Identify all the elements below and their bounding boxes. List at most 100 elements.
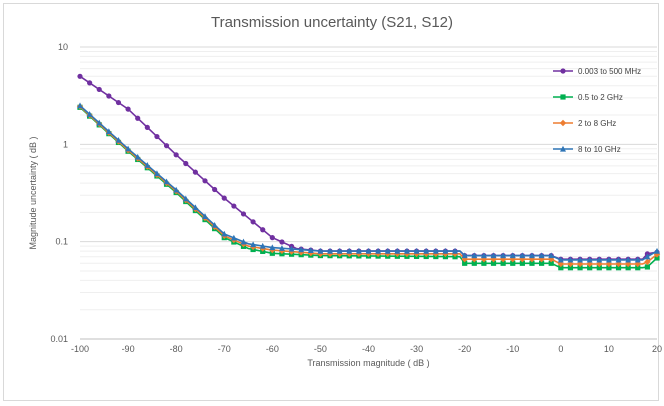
- data-point-8-to-10-ghz: [509, 252, 516, 259]
- data-point-8-to-10-ghz: [298, 246, 305, 253]
- x-tick-label: -100: [71, 344, 89, 354]
- x-tick-label: 10: [604, 344, 614, 354]
- legend-label-8-to-10-ghz: 8 to 10 GHz: [578, 145, 621, 154]
- data-point-0-5-to-2-ghz: [596, 265, 602, 271]
- data-point-8-to-10-ghz: [278, 245, 285, 251]
- y-tick-label: 0.01: [50, 334, 68, 344]
- y-axis-title: Magnitude uncertainty ( dB ): [28, 136, 38, 249]
- data-point-8-to-10-ghz: [548, 252, 555, 259]
- x-axis-title: Transmission magnitude ( dB ): [307, 358, 429, 368]
- data-point-8-to-10-ghz: [269, 244, 276, 251]
- data-point-8-to-10-ghz: [173, 186, 180, 193]
- x-tick-label: 20: [652, 344, 662, 354]
- data-point-8-to-10-ghz: [432, 247, 439, 254]
- data-point-8-to-10-ghz: [557, 256, 564, 263]
- data-point-0-003-to-500-mhz: [260, 227, 266, 233]
- data-point-8-to-10-ghz: [327, 247, 334, 254]
- data-point-8-to-10-ghz: [654, 247, 660, 254]
- data-point-8-to-10-ghz: [365, 247, 372, 254]
- legend-label-0-5-to-2-ghz: 0.5 to 2 GHz: [578, 93, 623, 102]
- data-point-0-003-to-500-mhz: [154, 133, 160, 140]
- series-line-0-003-to-500-mhz: [79, 75, 658, 260]
- y-tick-label: 10: [58, 42, 68, 52]
- data-point-8-to-10-ghz: [288, 245, 295, 252]
- data-point-0-5-to-2-ghz: [510, 260, 516, 266]
- series-line-0-5-to-2-ghz: [79, 106, 658, 269]
- data-point-2-to-8-ghz: [644, 258, 651, 266]
- data-point-8-to-10-ghz: [307, 247, 314, 253]
- legend-marker-0-5-to-2-ghz: [560, 94, 566, 100]
- x-tick-label: -30: [410, 344, 423, 354]
- data-point-0-003-to-500-mhz: [115, 99, 122, 106]
- data-point-8-to-10-ghz: [317, 247, 324, 254]
- data-point-8-to-10-ghz: [163, 178, 170, 185]
- data-point-0-003-to-500-mhz: [192, 169, 198, 175]
- x-tick-label: -60: [266, 344, 279, 354]
- data-point-8-to-10-ghz: [490, 252, 497, 259]
- data-point-0-5-to-2-ghz: [481, 260, 487, 266]
- x-tick-label: -20: [458, 344, 471, 354]
- x-tick-label: 0: [558, 344, 563, 354]
- data-point-0-003-to-500-mhz: [202, 178, 208, 184]
- data-point-0-5-to-2-ghz: [606, 265, 612, 271]
- data-point-8-to-10-ghz: [346, 247, 353, 254]
- x-tick-label: -70: [218, 344, 231, 354]
- data-point-8-to-10-ghz: [355, 247, 362, 254]
- data-point-8-to-10-ghz: [375, 247, 382, 254]
- data-point-8-to-10-ghz: [538, 252, 545, 259]
- data-point-0-5-to-2-ghz: [462, 260, 468, 266]
- data-point-8-to-10-ghz: [221, 230, 228, 237]
- chart-title: Transmission uncertainty (S21, S12): [210, 14, 454, 31]
- data-point-8-to-10-ghz: [500, 252, 507, 259]
- data-point-0-003-to-500-mhz: [135, 115, 141, 121]
- data-point-8-to-10-ghz: [519, 252, 526, 259]
- data-point-0-003-to-500-mhz: [125, 106, 131, 112]
- data-point-8-to-10-ghz: [403, 247, 410, 254]
- data-point-8-to-10-ghz: [134, 153, 141, 160]
- data-point-0-003-to-500-mhz: [144, 124, 150, 131]
- data-point-0-003-to-500-mhz: [231, 203, 237, 209]
- legend-marker-2-to-8-ghz: [559, 119, 567, 127]
- data-point-0-5-to-2-ghz: [587, 265, 593, 271]
- data-point-0-5-to-2-ghz: [577, 265, 583, 271]
- data-point-8-to-10-ghz: [452, 247, 459, 254]
- data-point-0-003-to-500-mhz: [212, 186, 218, 193]
- data-point-0-003-to-500-mhz: [240, 211, 247, 217]
- data-point-8-to-10-ghz: [625, 256, 632, 263]
- data-point-8-to-10-ghz: [442, 247, 449, 254]
- data-point-0-5-to-2-ghz: [500, 260, 506, 266]
- data-point-8-to-10-ghz: [577, 256, 584, 263]
- data-point-0-5-to-2-ghz: [654, 255, 660, 261]
- data-point-2-to-8-ghz: [596, 260, 603, 268]
- data-point-0-003-to-500-mhz: [279, 239, 285, 245]
- data-point-8-to-10-ghz: [259, 242, 266, 249]
- data-point-8-to-10-ghz: [115, 136, 122, 143]
- data-point-0-003-to-500-mhz: [163, 143, 170, 149]
- data-point-8-to-10-ghz: [394, 247, 401, 254]
- data-point-8-to-10-ghz: [413, 247, 420, 254]
- data-point-0-5-to-2-ghz: [548, 260, 554, 266]
- data-point-8-to-10-ghz: [144, 162, 151, 168]
- data-point-8-to-10-ghz: [336, 247, 343, 254]
- data-point-0-5-to-2-ghz: [529, 260, 535, 266]
- data-point-8-to-10-ghz: [586, 256, 593, 263]
- chart-frame: [3, 3, 659, 401]
- data-point-0-003-to-500-mhz: [77, 73, 83, 79]
- data-point-8-to-10-ghz: [461, 252, 468, 259]
- data-point-0-003-to-500-mhz: [269, 235, 275, 241]
- data-point-0-5-to-2-ghz: [269, 250, 275, 256]
- data-point-8-to-10-ghz: [528, 252, 535, 259]
- data-point-8-to-10-ghz: [105, 128, 112, 135]
- data-point-0-003-to-500-mhz: [87, 80, 93, 86]
- data-point-8-to-10-ghz: [192, 204, 199, 211]
- legend-label-2-to-8-ghz: 2 to 8 GHz: [578, 119, 616, 128]
- data-point-0-003-to-500-mhz: [173, 152, 179, 158]
- data-point-0-003-to-500-mhz: [250, 219, 256, 225]
- x-tick-label: -10: [506, 344, 519, 354]
- data-point-8-to-10-ghz: [125, 145, 132, 152]
- legend-marker-8-to-10-ghz: [560, 145, 566, 152]
- x-tick-label: -90: [122, 344, 135, 354]
- data-point-8-to-10-ghz: [480, 252, 487, 259]
- data-point-0-5-to-2-ghz: [519, 260, 525, 266]
